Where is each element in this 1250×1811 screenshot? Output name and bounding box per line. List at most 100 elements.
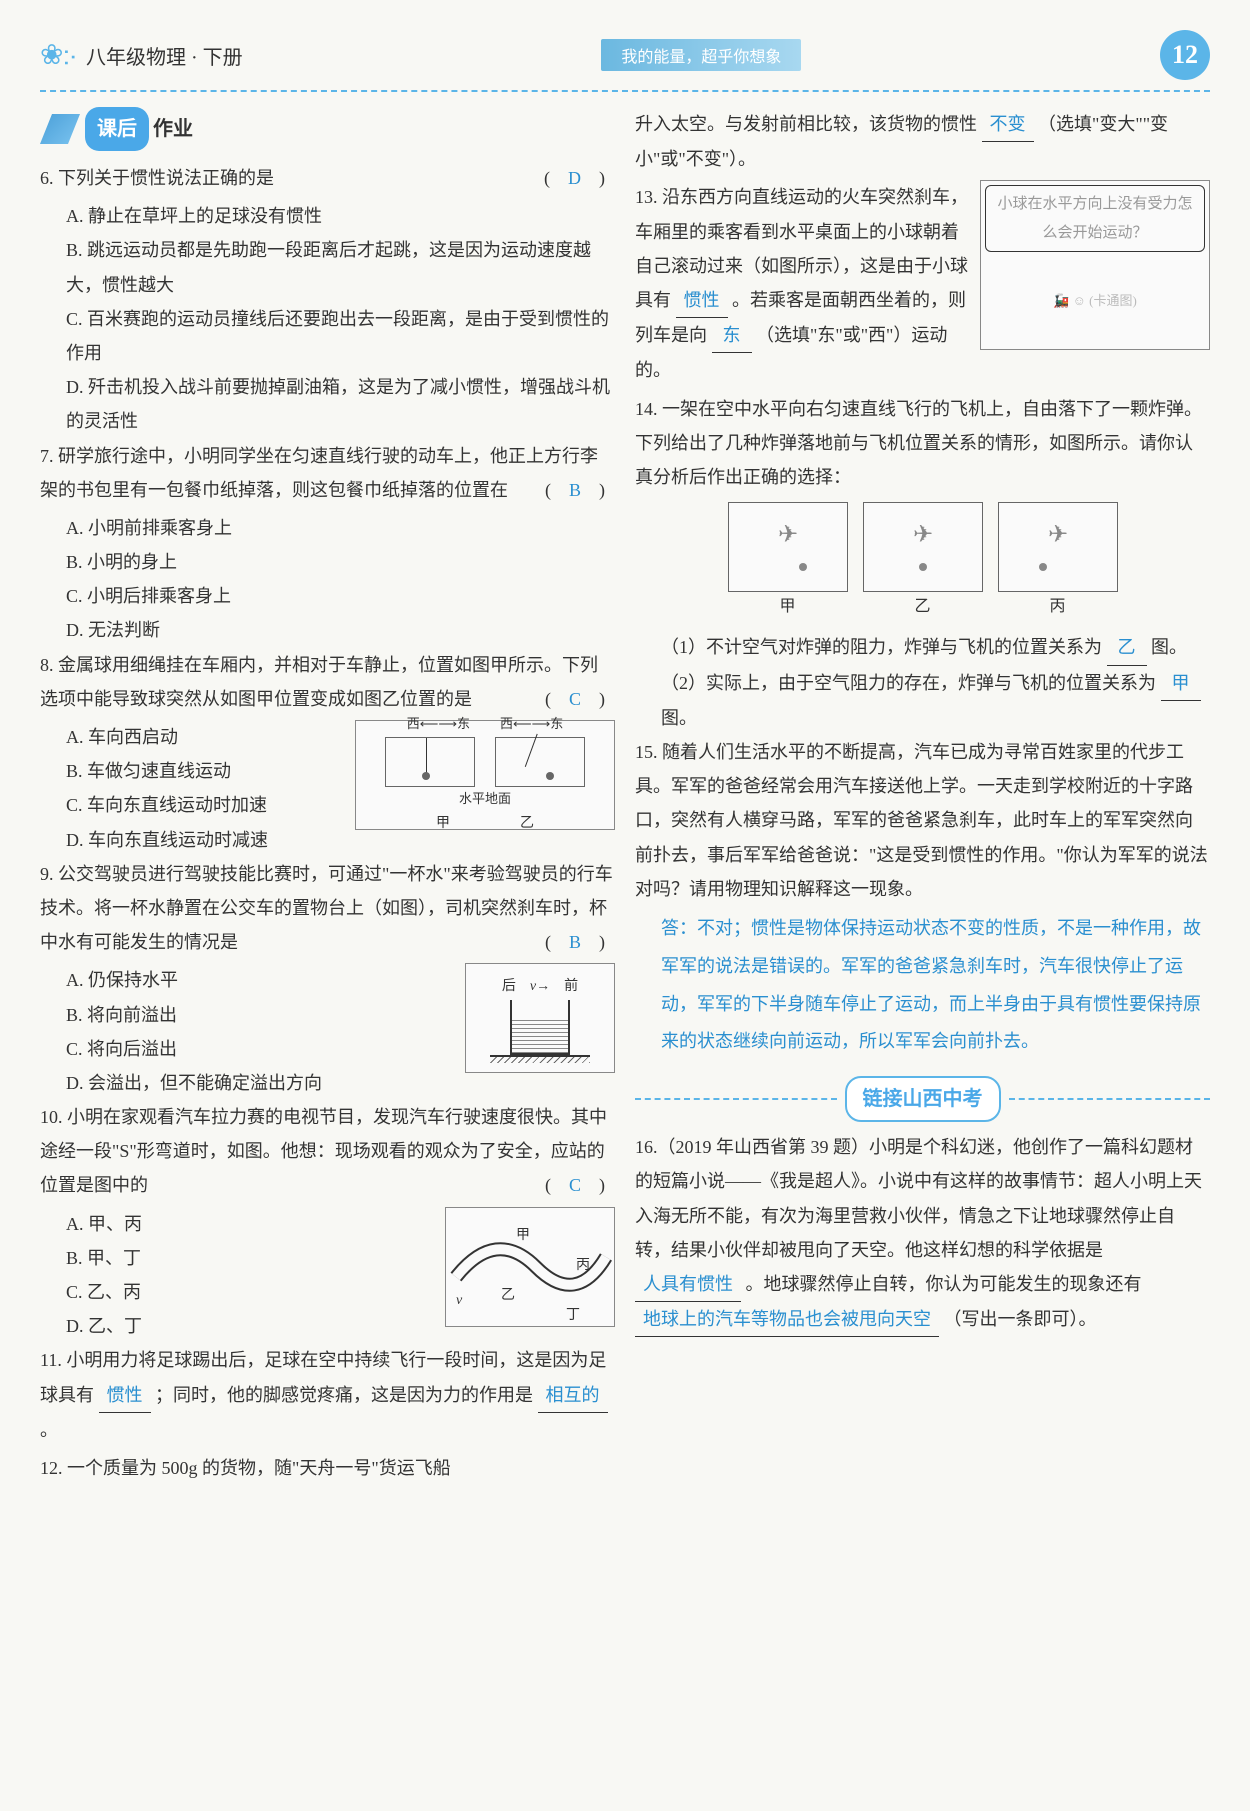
q7-opt-b: B. 小明的身上 bbox=[66, 545, 615, 579]
section-exam-link: 链接山西中考 bbox=[635, 1076, 1210, 1122]
q11-ans1: 惯性 bbox=[99, 1378, 151, 1413]
q9-stem: 9. 公交驾驶员进行驾驶技能比赛时，可通过"一杯水"来考验驾驶员的行车技术。将一… bbox=[40, 864, 613, 952]
q14-fig-yi: ✈ 乙 bbox=[863, 502, 983, 622]
q8-fig-jia: 甲 bbox=[436, 811, 450, 838]
q10-figure: 甲 乙 丙 丁 v bbox=[445, 1207, 615, 1327]
svg-text:✈: ✈ bbox=[1048, 522, 1068, 548]
question-15: 15. 随着人们生活水平的不断提高，汽车已成为寻常百姓家里的代步工具。军军的爸爸… bbox=[635, 735, 1210, 906]
q16-pre: 16.（2019 年山西省第 39 题）小明是个科幻迷，他创作了一篇科幻题材的短… bbox=[635, 1137, 1202, 1260]
q9-answer-paren: ( B ) bbox=[545, 925, 605, 959]
q7-answer-paren: ( B ) bbox=[545, 473, 605, 507]
badge-pill: 课后 bbox=[85, 107, 149, 151]
q11-post: 。 bbox=[40, 1420, 58, 1440]
q8-fig-west2: 西 bbox=[500, 716, 513, 731]
page-number: 12 bbox=[1160, 30, 1210, 80]
question-8: 8. 金属球用细绳挂在车厢内，并相对于车静止，位置如图甲所示。下列选项中能导致球… bbox=[40, 648, 615, 716]
q7-opt-a: A. 小明前排乘客身上 bbox=[66, 511, 615, 545]
q16-ans2: 地球上的汽车等物品也会被甩向天空 bbox=[635, 1302, 939, 1337]
q7-stem: 7. 研学旅行途中，小明同学坐在匀速直线行驶的动车上，他正上方行李架的书包里有一… bbox=[40, 446, 598, 500]
question-11: 11. 小明用力将足球踢出后，足球在空中持续飞行一段时间，这是因为足球具有 惯性… bbox=[40, 1343, 615, 1447]
question-12-cont: 升入太空。与发射前相比较，该货物的惯性 不变 （选填"变大""变小"或"不变"）… bbox=[635, 107, 1210, 176]
content-columns: 课后 作业 6. 下列关于惯性说法正确的是 ( D ) A. 静止在草坪上的足球… bbox=[40, 107, 1210, 1489]
q7-answer: B bbox=[569, 480, 581, 500]
q14-label-bing: 丙 bbox=[998, 592, 1118, 622]
right-column: 升入太空。与发射前相比较，该货物的惯性 不变 （选填"变大""变小"或"不变"）… bbox=[635, 107, 1210, 1489]
q14-stem: 14. 一架在空中水平向右匀速直线飞行的飞机上，自由落下了一颗炸弹。下列给出了几… bbox=[635, 399, 1202, 487]
q14-p2-pre: （2）实际上，由于空气阻力的存在，炸弹与飞机的位置关系为 bbox=[661, 673, 1156, 693]
svg-text:✈: ✈ bbox=[913, 522, 933, 548]
q8-stem: 8. 金属球用细绳挂在车厢内，并相对于车静止，位置如图甲所示。下列选项中能导致球… bbox=[40, 655, 598, 709]
q8-fig-yi: 乙 bbox=[520, 811, 534, 838]
q14-fig-jia: ✈ 甲 bbox=[728, 502, 848, 622]
q6-opt-c: C. 百米赛跑的运动员撞线后还要跑出去一段距离，是由于受到惯性的作用 bbox=[66, 302, 615, 370]
left-column: 课后 作业 6. 下列关于惯性说法正确的是 ( D ) A. 静止在草坪上的足球… bbox=[40, 107, 615, 1489]
q8-fig-ground: 水平地面 bbox=[459, 787, 511, 812]
question-12-start: 12. 一个质量为 500g 的货物，随"天舟一号"货运飞船 bbox=[40, 1451, 615, 1485]
q14-part2: （2）实际上，由于空气阻力的存在，炸弹与飞机的位置关系为 甲 图。 bbox=[635, 666, 1210, 735]
book-title: 八年级物理 · 下册 bbox=[86, 41, 243, 70]
q6-opt-d: D. 歼击机投入战斗前要抛掉副油箱，这是为了减小惯性，增强战斗机的灵活性 bbox=[66, 370, 615, 438]
header-ribbon: 我的能量，超乎你想象 bbox=[601, 39, 801, 71]
q9-fig-qian: 前 bbox=[564, 979, 578, 994]
question-6: 6. 下列关于惯性说法正确的是 ( D ) bbox=[40, 161, 615, 195]
q7-opt-c: C. 小明后排乘客身上 bbox=[66, 579, 615, 613]
q6-opt-b: B. 跳远运动员都是先助跑一段距离后才起跳，这是因为运动速度越大，惯性越大 bbox=[66, 233, 615, 301]
q7-options: A. 小明前排乘客身上 B. 小明的身上 C. 小明后排乘客身上 D. 无法判断 bbox=[40, 511, 615, 648]
q13-figure: 小球在水平方向上没有受力怎么会开始运动？ 🚂 ☺ (卡通图) bbox=[980, 180, 1210, 350]
section-homework-badge: 课后 作业 bbox=[40, 107, 193, 151]
link-text: 链接山西中考 bbox=[845, 1076, 1001, 1122]
q10-fig-bing: 丙 bbox=[576, 1253, 590, 1280]
q9-answer: B bbox=[569, 932, 581, 952]
question-10: 10. 小明在家观看汽车拉力赛的电视节目，发现汽车行驶速度很快。其中途经一段"S… bbox=[40, 1100, 615, 1203]
link-line-right bbox=[1009, 1098, 1211, 1100]
q10-answer: C bbox=[569, 1175, 581, 1195]
question-9: 9. 公交驾驶员进行驾驶技能比赛时，可通过"一杯水"来考验驾驶员的行车技术。将一… bbox=[40, 857, 615, 960]
q9-figure: 后 v→ 前 bbox=[465, 963, 615, 1073]
q9-fig-hou: 后 bbox=[502, 979, 516, 994]
q10-stem: 10. 小明在家观看汽车拉力赛的电视节目，发现汽车行驶速度很快。其中途经一段"S… bbox=[40, 1107, 607, 1195]
q14-label-jia: 甲 bbox=[728, 592, 848, 622]
badge-tail: 作业 bbox=[153, 110, 193, 148]
q6-opt-a: A. 静止在草坪上的足球没有惯性 bbox=[66, 199, 615, 233]
badge-icon bbox=[40, 114, 80, 144]
question-16: 16.（2019 年山西省第 39 题）小明是个科幻迷，他创作了一篇科幻题材的短… bbox=[635, 1130, 1210, 1337]
flourish-icon: ❀჻ bbox=[40, 38, 76, 72]
q14-p1-ans: 乙 bbox=[1107, 630, 1147, 665]
q14-img-jia: ✈ bbox=[728, 502, 848, 592]
q15-stem: 15. 随着人们生活水平的不断提高，汽车已成为寻常百姓家里的代步工具。军军的爸爸… bbox=[635, 742, 1208, 899]
q8-fig-east1: 东 bbox=[457, 716, 470, 731]
q10-fig-ding: 丁 bbox=[566, 1303, 580, 1330]
q16-post: （写出一条即可）。 bbox=[944, 1309, 1097, 1329]
q15-answer: 答：不对；惯性是物体保持运动状态不变的性质，不是一种作用，故军军的说法是错误的。… bbox=[635, 910, 1210, 1061]
q14-img-yi: ✈ bbox=[863, 502, 983, 592]
q13-ans2: 东 bbox=[712, 318, 752, 353]
q10-answer-paren: ( C ) bbox=[545, 1168, 605, 1202]
q9-body: 后 v→ 前 A. 仍保持水平 B. 将向前溢出 C. 将向后溢出 D. 会溢出… bbox=[40, 963, 615, 1100]
header-left: ❀჻ 八年级物理 · 下册 bbox=[40, 38, 243, 72]
q6-answer-paren: ( D ) bbox=[544, 161, 605, 195]
question-13: 小球在水平方向上没有受力怎么会开始运动？ 🚂 ☺ (卡通图) 13. 沿东西方向… bbox=[635, 180, 1210, 387]
q8-fig-east2: 东 bbox=[550, 716, 563, 731]
q14-figures: ✈ 甲 ✈ 乙 ✈ 丙 bbox=[635, 502, 1210, 622]
q16-ans1: 人具有惯性 bbox=[635, 1267, 741, 1302]
q12-pre-part: 12. 一个质量为 500g 的货物，随"天舟一号"货运飞船 bbox=[40, 1458, 451, 1478]
q6-stem: 6. 下列关于惯性说法正确的是 bbox=[40, 168, 274, 188]
q14-p2-ans: 甲 bbox=[1161, 666, 1201, 701]
q13-cartoon-icon: 🚂 ☺ (卡通图) bbox=[1053, 256, 1137, 345]
q9-fig-v: v bbox=[530, 979, 536, 994]
q11-ans2: 相互的 bbox=[538, 1378, 608, 1413]
q8-body: 西⟵⟶东 西⟵⟶东 水平地面 甲 bbox=[40, 720, 615, 857]
q8-fig-west1: 西 bbox=[407, 716, 420, 731]
q10-fig-v: v bbox=[456, 1288, 462, 1315]
q10-body: 甲 乙 丙 丁 v A. 甲、丙 B. 甲、丁 C. 乙、丙 D. 乙、丁 bbox=[40, 1207, 615, 1344]
q12-ans: 不变 bbox=[982, 107, 1034, 142]
q14-part1: （1）不计空气对炸弹的阻力，炸弹与飞机的位置关系为 乙 图。 bbox=[635, 630, 1210, 665]
q12-cont-text: 升入太空。与发射前相比较，该货物的惯性 bbox=[635, 114, 977, 134]
svg-text:✈: ✈ bbox=[778, 522, 798, 548]
q7-opt-d: D. 无法判断 bbox=[66, 613, 615, 647]
q13-ans1: 惯性 bbox=[676, 283, 728, 318]
q8-answer: C bbox=[569, 689, 581, 709]
q14-p1-pre: （1）不计空气对炸弹的阻力，炸弹与飞机的位置关系为 bbox=[661, 637, 1102, 657]
q14-img-bing: ✈ bbox=[998, 502, 1118, 592]
q14-p2-post: 图。 bbox=[661, 708, 697, 728]
